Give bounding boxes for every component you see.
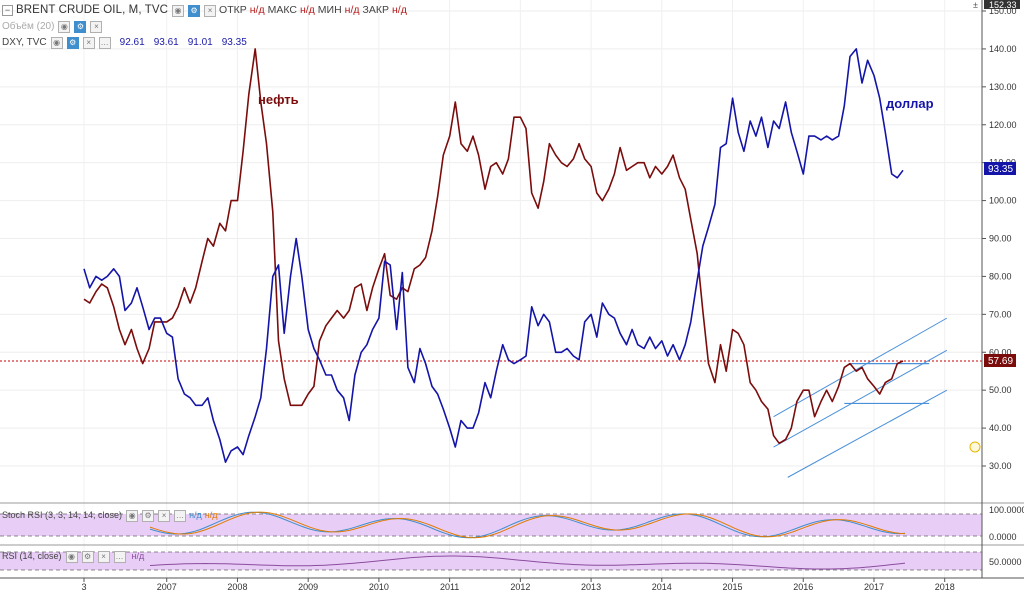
rsi-band [0, 552, 982, 570]
stoch-tick-0: 0.0000 [989, 532, 1017, 542]
rsi-na: н/д [131, 551, 145, 561]
series-layer [83, 48, 904, 464]
axis-settings-icon[interactable]: ± [973, 0, 978, 10]
x-tick-label: 2013 [581, 582, 601, 592]
alert-handle-icon[interactable] [969, 441, 981, 453]
stoch-band [0, 514, 982, 536]
y-tick-label: 70.00 [989, 309, 1012, 319]
oil-price-tag-text: 57.69 [988, 356, 1013, 367]
rsi-visibility-icon[interactable]: ◉ [65, 550, 78, 563]
x-tick-label: 2017 [864, 582, 884, 592]
x-tick-label: 2015 [723, 582, 743, 592]
dxy-legend[interactable]: DXY, TVC ◉ ⚙ × … 92.61 93.61 91.01 93.35 [2, 36, 247, 49]
rsi-settings-icon[interactable]: ⚙ [81, 550, 94, 563]
volume-label: Объём (20) [2, 21, 55, 32]
ohlc-close-label: ЗАКР [362, 4, 389, 16]
ohlc-low-value: н/д [344, 4, 360, 16]
dollar-line [83, 48, 904, 464]
stoch-more-icon[interactable]: … [174, 509, 187, 522]
stoch-na-2: н/д [204, 510, 218, 520]
y-tick-label: 80.00 [989, 271, 1012, 281]
oil-price-tag: 57.69 [984, 354, 1016, 367]
x-tick-label: 2007 [157, 582, 177, 592]
chart-grid [0, 0, 982, 578]
ohlc-close-value: н/д [391, 4, 407, 16]
stoch-k-line [149, 511, 906, 539]
rsi-line [149, 555, 906, 570]
volume-close-icon[interactable]: × [90, 20, 103, 33]
dxy-open-value: 92.61 [119, 37, 145, 48]
price-axis[interactable]: 150.00140.00130.00120.00110.00100.0090.0… [981, 0, 1017, 578]
oil-annotation: нефть [258, 92, 299, 107]
volume-visibility-icon[interactable]: ◉ [58, 20, 71, 33]
trend-channel-line [787, 389, 948, 478]
dxy-low-value: 91.01 [187, 37, 213, 48]
y-tick-label: 140.00 [989, 44, 1017, 54]
trend-channel-line [773, 349, 948, 448]
ohlc-open-value: н/д [249, 4, 265, 16]
x-tick-label: 2014 [652, 582, 672, 592]
stoch-tick-100: 100.0000 [989, 505, 1024, 515]
y-tick-label: 30.00 [989, 461, 1012, 471]
dxy-price-tag-text: 93.35 [988, 164, 1013, 175]
dxy-close-value: 93.35 [221, 37, 247, 48]
stoch-na-1: н/д [189, 510, 202, 520]
rsi-legend[interactable]: RSI (14, close) ◉ ⚙ × … н/д [2, 550, 144, 563]
time-axis[interactable]: 3 2007 2008 2009 2010 2011 2012 2013 2014 2015 201… [0, 577, 1024, 592]
dxy-high-value: 93.61 [153, 37, 179, 48]
x-tick-label: 2012 [510, 582, 530, 592]
y-tick-label: 90.00 [989, 234, 1012, 244]
trend-channel-line [773, 317, 948, 418]
stoch-settings-icon[interactable]: ⚙ [142, 509, 155, 522]
x-tick-label: 2016 [793, 582, 813, 592]
collapse-legend-icon[interactable]: − [2, 5, 13, 16]
stoch-visibility-icon[interactable]: ◉ [126, 509, 139, 522]
settings-icon[interactable]: ⚙ [188, 4, 201, 17]
oil-line [83, 48, 904, 445]
main-symbol: BRENT CRUDE OIL, M, TVC [16, 4, 169, 16]
volume-legend[interactable]: Объём (20) ◉ ⚙ × [2, 20, 103, 33]
y-tick-label: 60.00 [989, 347, 1012, 357]
dxy-visibility-icon[interactable]: ◉ [50, 36, 63, 49]
rsi-more-icon[interactable]: … [113, 550, 126, 563]
volume-settings-icon[interactable]: ⚙ [74, 20, 87, 33]
main-legend[interactable]: − BRENT CRUDE OIL, M, TVC ◉ ⚙ × ОТКР н/д … [2, 4, 407, 17]
dxy-settings-icon[interactable]: ⚙ [66, 36, 79, 49]
close-icon[interactable]: × [204, 4, 217, 17]
y-tick-label: 40.00 [989, 423, 1012, 433]
x-tick-label: 3 [81, 582, 86, 592]
rsi-close-icon[interactable]: × [97, 550, 110, 563]
stoch-d-line [149, 511, 906, 539]
x-tick-label: 2009 [298, 582, 318, 592]
y-tick-label: 120.00 [989, 120, 1017, 130]
ohlc-open-label: ОТКР [219, 4, 247, 16]
top-price-tag-text: 152.33 [989, 0, 1017, 10]
x-tick-label: 2018 [935, 582, 955, 592]
drawings-layer[interactable] [0, 317, 982, 478]
dxy-label: DXY, TVC [2, 37, 47, 48]
stoch-close-icon[interactable]: × [158, 509, 171, 522]
ohlc-high-value: н/д [299, 4, 315, 16]
stoch-label: Stoch RSI (3, 3, 14, 14, close) [2, 510, 123, 520]
rsi-tick-50: 50.0000 [989, 557, 1022, 567]
y-tick-label: 150.00 [989, 6, 1017, 16]
dollar-annotation: доллар [886, 96, 934, 111]
rsi-label: RSI (14, close) [2, 551, 62, 561]
x-tick-label: 2008 [227, 582, 247, 592]
stoch-legend[interactable]: Stoch RSI (3, 3, 14, 14, close) ◉ ⚙ × … … [2, 509, 218, 522]
dxy-close-icon[interactable]: × [82, 36, 95, 49]
y-tick-label: 130.00 [989, 82, 1017, 92]
y-tick-label: 50.00 [989, 385, 1012, 395]
ohlc-high-label: МАКС [267, 4, 297, 16]
x-tick-label: 2011 [440, 582, 459, 592]
y-tick-label: 100.00 [989, 196, 1017, 206]
dxy-more-icon[interactable]: … [98, 36, 111, 49]
ohlc-low-label: МИН [317, 4, 342, 16]
oscillator-panes [0, 502, 1024, 571]
visibility-icon[interactable]: ◉ [172, 4, 185, 17]
dxy-price-tag: 93.35 [984, 162, 1016, 175]
x-tick-label: 2010 [369, 582, 389, 592]
top-price-tag: 152.33 ± [973, 0, 1020, 10]
